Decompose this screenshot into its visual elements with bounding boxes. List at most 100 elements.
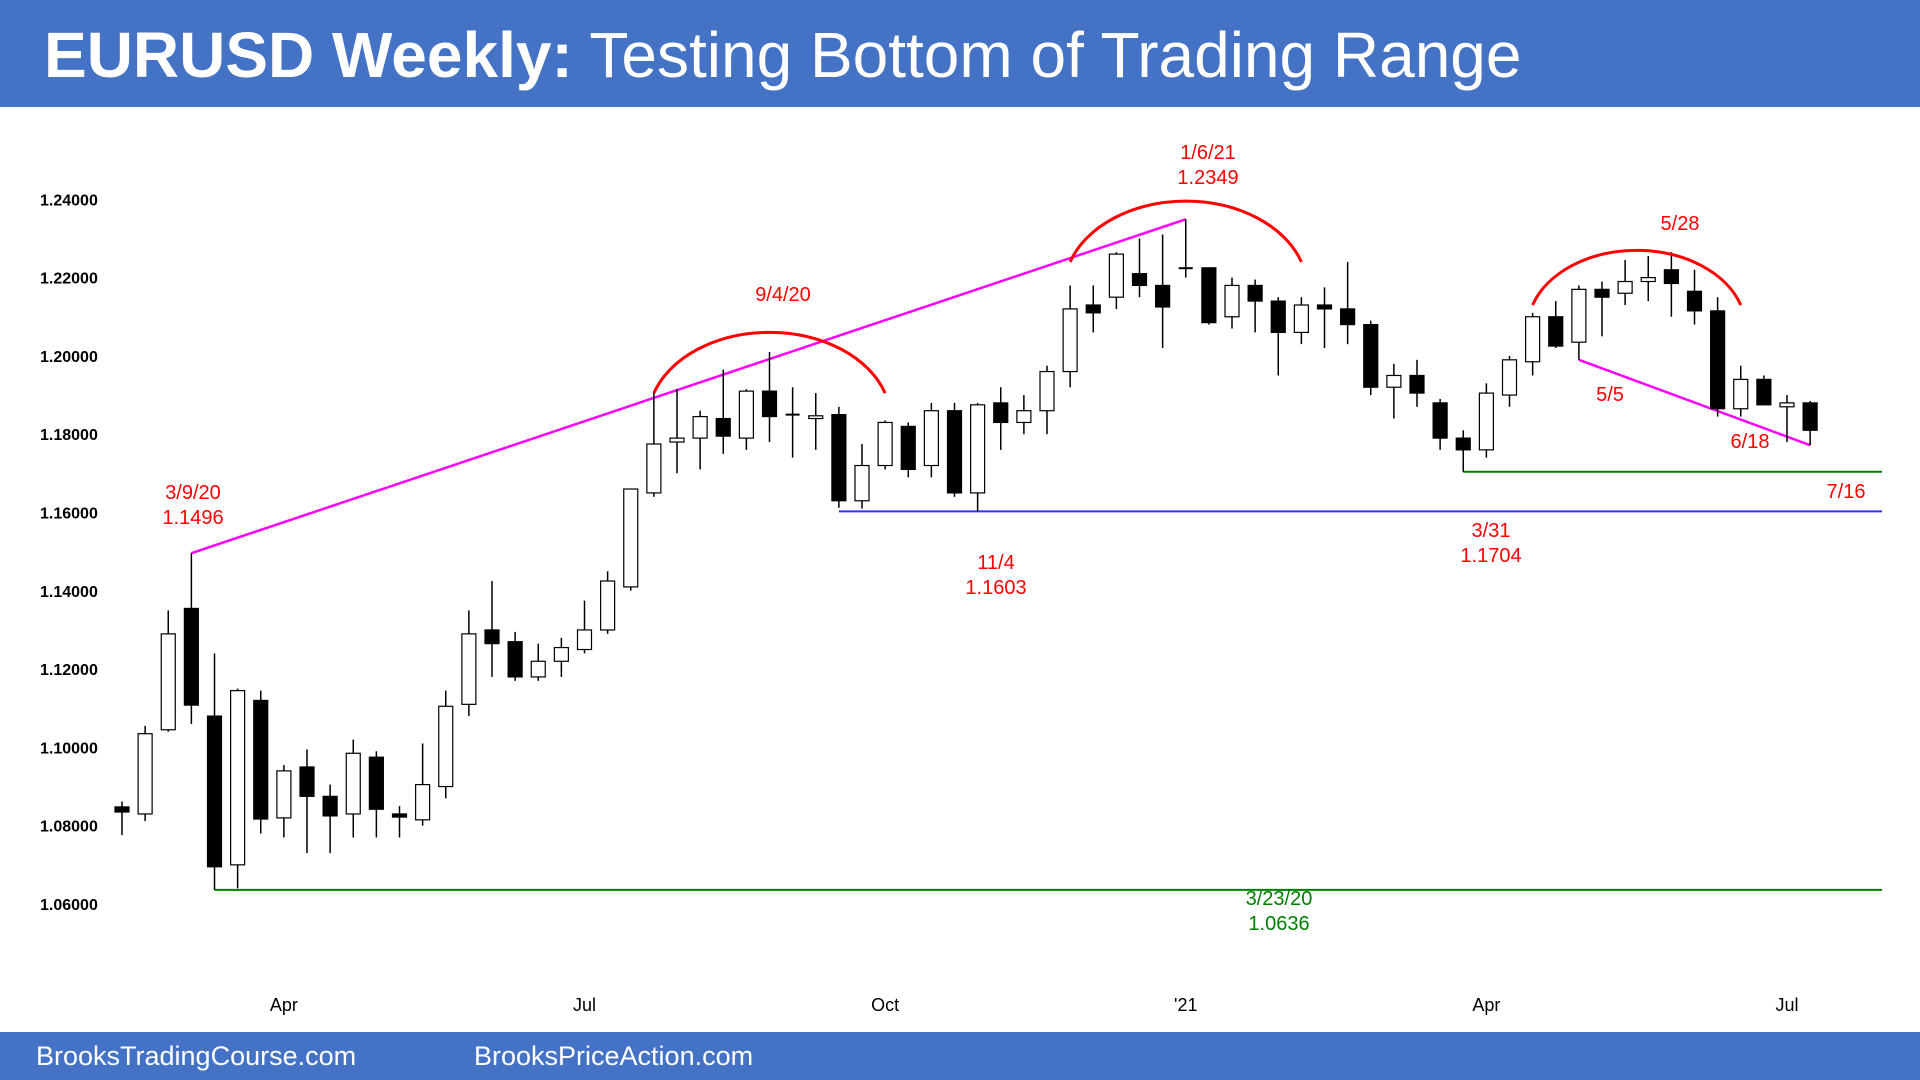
candle: [1178, 219, 1193, 278]
annotation-price: 1.1704: [1460, 545, 1521, 567]
candle: [1363, 320, 1379, 396]
candle-body-down: [1594, 288, 1610, 298]
candle: [669, 389, 685, 474]
candles-layer: [114, 219, 1818, 890]
candle: [600, 571, 616, 634]
candle-body-down: [206, 715, 223, 868]
candle: [1686, 269, 1703, 325]
candle-body-up: [646, 443, 662, 494]
candle-body-down: [993, 402, 1009, 424]
x-tick-label: Apr: [270, 995, 298, 1015]
candle-body-up: [970, 404, 986, 494]
candle: [946, 402, 963, 497]
candle: [1386, 363, 1402, 419]
candle: [854, 443, 870, 509]
annotation-date: 5/28: [1661, 213, 1700, 235]
candle-body-down: [507, 641, 523, 678]
candle: [808, 393, 824, 450]
candle-body-up: [1501, 359, 1518, 396]
candle: [114, 801, 130, 836]
candle-body-down: [322, 795, 338, 817]
y-tick-label: 1.20000: [40, 349, 98, 366]
candle-body-down: [1686, 290, 1703, 312]
candle-body-up: [137, 733, 153, 815]
candle: [1293, 297, 1309, 345]
candle: [1617, 259, 1633, 306]
candle-body-down: [1710, 310, 1726, 410]
candle-body-down: [1247, 284, 1263, 302]
candle-body-up: [1062, 308, 1078, 373]
top-arc: [1531, 248, 1743, 306]
annotation-price: 1.1603: [965, 577, 1026, 599]
candle-body-down: [715, 417, 731, 437]
title-rest: Testing Bottom of Trading Range: [572, 19, 1522, 91]
candle-body-down: [1155, 284, 1171, 308]
candle-body-down: [299, 766, 315, 797]
candle-body-up: [160, 633, 176, 731]
candle-body-up: [438, 705, 454, 788]
y-tick-label: 1.22000: [40, 271, 98, 288]
annotation-date: 3/9/20: [165, 482, 221, 504]
candle-body-up: [1478, 392, 1494, 451]
candle: [1201, 267, 1217, 325]
candle: [253, 690, 269, 834]
trendline: [1578, 358, 1811, 447]
candle: [1525, 312, 1541, 376]
candle-body-down: [391, 813, 408, 818]
candle-body-up: [669, 437, 685, 443]
candle: [530, 643, 546, 681]
annotation-price: 1.2349: [1177, 167, 1238, 189]
candle: [1802, 400, 1818, 446]
candle-body-down: [761, 390, 778, 418]
candle: [1733, 365, 1749, 417]
candle-body-up: [230, 690, 246, 866]
y-tick-label: 1.06000: [40, 897, 98, 914]
candle: [461, 610, 477, 717]
lines-layer: [190, 218, 1882, 891]
candle: [160, 610, 176, 732]
candle-body-down: [1316, 304, 1333, 310]
candle-body-down: [1802, 402, 1818, 431]
y-tick-label: 1.18000: [40, 427, 98, 444]
candle: [415, 743, 431, 826]
candle-body-up: [692, 415, 708, 439]
candle-body-down: [1455, 437, 1471, 451]
candle-body-down: [1201, 267, 1217, 324]
candle: [1062, 285, 1078, 388]
y-tick-label: 1.12000: [40, 662, 98, 679]
candle-body-down: [1363, 323, 1379, 388]
candle: [1478, 383, 1494, 458]
candle-body-down: [1340, 308, 1356, 326]
annotation-date: 3/23/20: [1246, 888, 1313, 910]
candle-body-down: [114, 806, 130, 813]
x-tick-label: Oct: [871, 995, 899, 1015]
candle: [1224, 277, 1240, 329]
candle: [1571, 285, 1587, 360]
candle: [345, 739, 361, 838]
trendline: [190, 218, 1187, 555]
candle: [1085, 285, 1101, 333]
candle: [646, 391, 662, 497]
candle: [1501, 355, 1518, 407]
candle-body-down: [946, 410, 963, 494]
candle: [438, 690, 454, 799]
candle-body-down: [183, 607, 199, 706]
candle: [137, 725, 153, 822]
title-banner: EURUSD Weekly: Testing Bottom of Trading…: [0, 0, 1920, 107]
candle: [738, 389, 754, 450]
annotation-date: 11/4: [977, 552, 1014, 574]
candle-body-down: [1409, 374, 1425, 394]
candle: [553, 637, 569, 677]
candle: [1316, 287, 1333, 349]
candle: [692, 410, 708, 470]
candle: [1455, 430, 1471, 472]
annotation-date: 7/16: [1827, 481, 1866, 503]
footer-left-text: BrooksTradingCourse.com: [36, 1041, 357, 1071]
candle: [1409, 359, 1425, 407]
candle-body-down: [1131, 273, 1148, 287]
y-tick-label: 1.08000: [40, 819, 98, 836]
annotation-price: 1.1496: [162, 507, 223, 529]
candle-body-up: [877, 421, 893, 467]
candle: [1247, 279, 1263, 333]
page-title: EURUSD Weekly: Testing Bottom of Trading…: [44, 18, 1521, 92]
